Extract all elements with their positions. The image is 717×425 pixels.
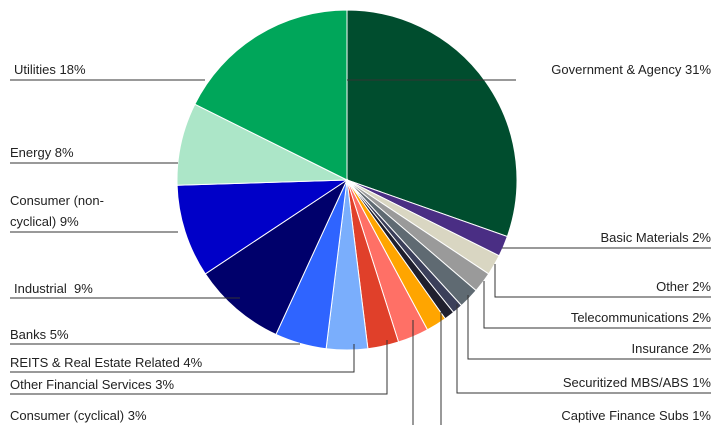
label-utilities: Utilities 18%	[14, 62, 86, 77]
label-consumer-noncyclical-line-1: Consumer (non-	[10, 193, 104, 208]
label-captive-finance: Captive Finance Subs 1%	[561, 408, 711, 423]
slice-labels: Government & Agency 31% Basic Materials …	[10, 62, 711, 423]
label-industrial: Industrial 9%	[14, 281, 93, 296]
leader-insurance	[467, 295, 711, 360]
label-insurance: Insurance 2%	[632, 341, 712, 356]
label-banks: Banks 5%	[10, 327, 69, 342]
label-government-agency: Government & Agency 31%	[551, 62, 711, 77]
label-other-financial: Other Financial Services 3%	[10, 377, 174, 392]
label-energy: Energy 8%	[10, 145, 74, 160]
label-other: Other 2%	[656, 279, 711, 294]
label-consumer-noncyclical-line-2: cyclical) 9%	[10, 214, 79, 229]
leader-reits	[10, 344, 355, 373]
label-securitized: Securitized MBS/ABS 1%	[563, 375, 712, 390]
label-basic-materials: Basic Materials 2%	[600, 230, 711, 245]
leader-other	[494, 264, 711, 298]
pie-slice-13	[176, 179, 349, 275]
pie-slice-12	[204, 178, 349, 336]
pie-slice-15	[194, 9, 348, 181]
pie-slices	[176, 9, 518, 351]
pie-slice-0	[346, 9, 518, 238]
label-consumer-cyclical: Consumer (cyclical) 3%	[10, 408, 147, 423]
label-telecommunications: Telecommunications 2%	[571, 310, 712, 325]
leader-securitized	[456, 304, 711, 394]
leader-lines	[10, 79, 711, 425]
leader-other-financial	[10, 340, 388, 395]
label-reits: REITS & Real Estate Related 4%	[10, 355, 203, 370]
leader-telecommunications	[483, 281, 711, 329]
